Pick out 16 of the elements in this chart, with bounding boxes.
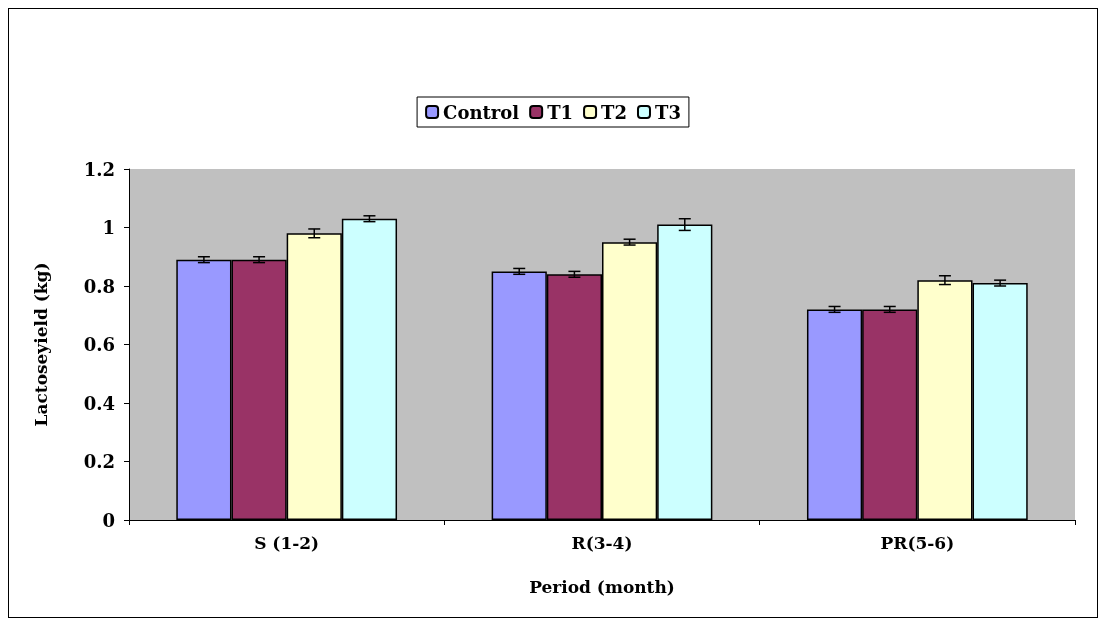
x-tick-label: R(3-4) (571, 532, 633, 553)
y-axis-title: Lactoseyield (kg) (30, 262, 51, 427)
x-axis-title: Period (month) (529, 576, 675, 597)
y-tick-label: 1.2 (83, 158, 115, 180)
legend-label: Control (443, 101, 520, 123)
y-tick-label: 0 (102, 509, 115, 531)
legend-label: T2 (601, 101, 627, 123)
legend-label: T3 (654, 101, 681, 123)
y-tick-label: 0.4 (83, 392, 115, 414)
x-tick-label: PR(5-6) (880, 532, 955, 553)
y-tick-label: 0.6 (83, 334, 115, 355)
y-tick-label: 1 (102, 217, 115, 238)
y-tick-label: 0.8 (83, 275, 115, 297)
x-tick-label: S (1-2) (254, 532, 320, 553)
y-tick-label: 0.2 (83, 451, 115, 472)
legend-label: T1 (547, 101, 574, 123)
